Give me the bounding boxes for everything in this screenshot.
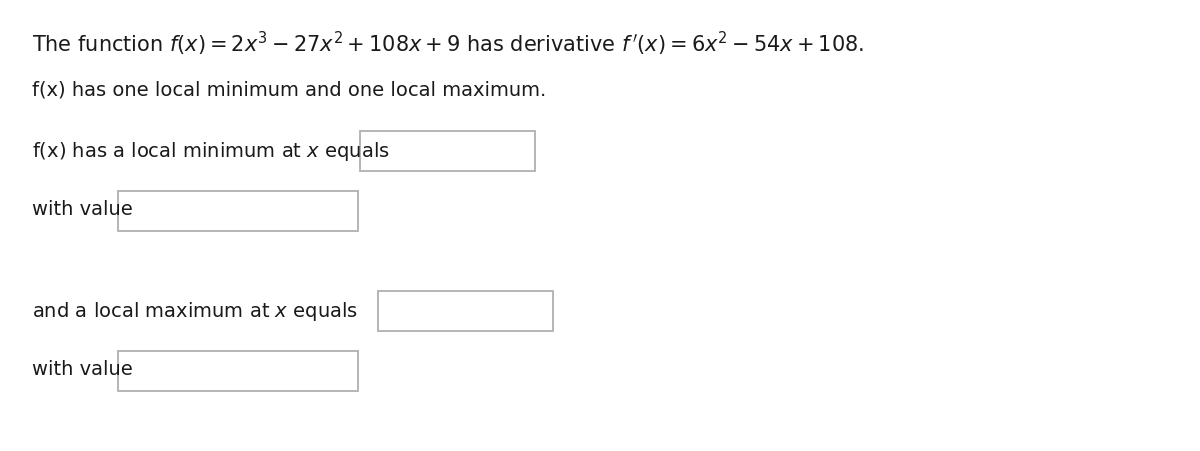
FancyBboxPatch shape xyxy=(360,132,535,172)
Text: and a local maximum at $x$ equals: and a local maximum at $x$ equals xyxy=(32,299,358,322)
Text: with value: with value xyxy=(32,199,133,219)
Text: The function $f(x) = 2x^3 - 27x^2 + 108x + 9$ has derivative $f\,'(x) = 6x^2 - 5: The function $f(x) = 2x^3 - 27x^2 + 108x… xyxy=(32,30,864,58)
FancyBboxPatch shape xyxy=(118,192,358,231)
Text: f(x) has a local minimum at $x$ equals: f(x) has a local minimum at $x$ equals xyxy=(32,140,390,163)
FancyBboxPatch shape xyxy=(378,291,553,331)
Text: f(x) has one local minimum and one local maximum.: f(x) has one local minimum and one local… xyxy=(32,80,546,99)
FancyBboxPatch shape xyxy=(118,351,358,391)
Text: with value: with value xyxy=(32,359,133,378)
